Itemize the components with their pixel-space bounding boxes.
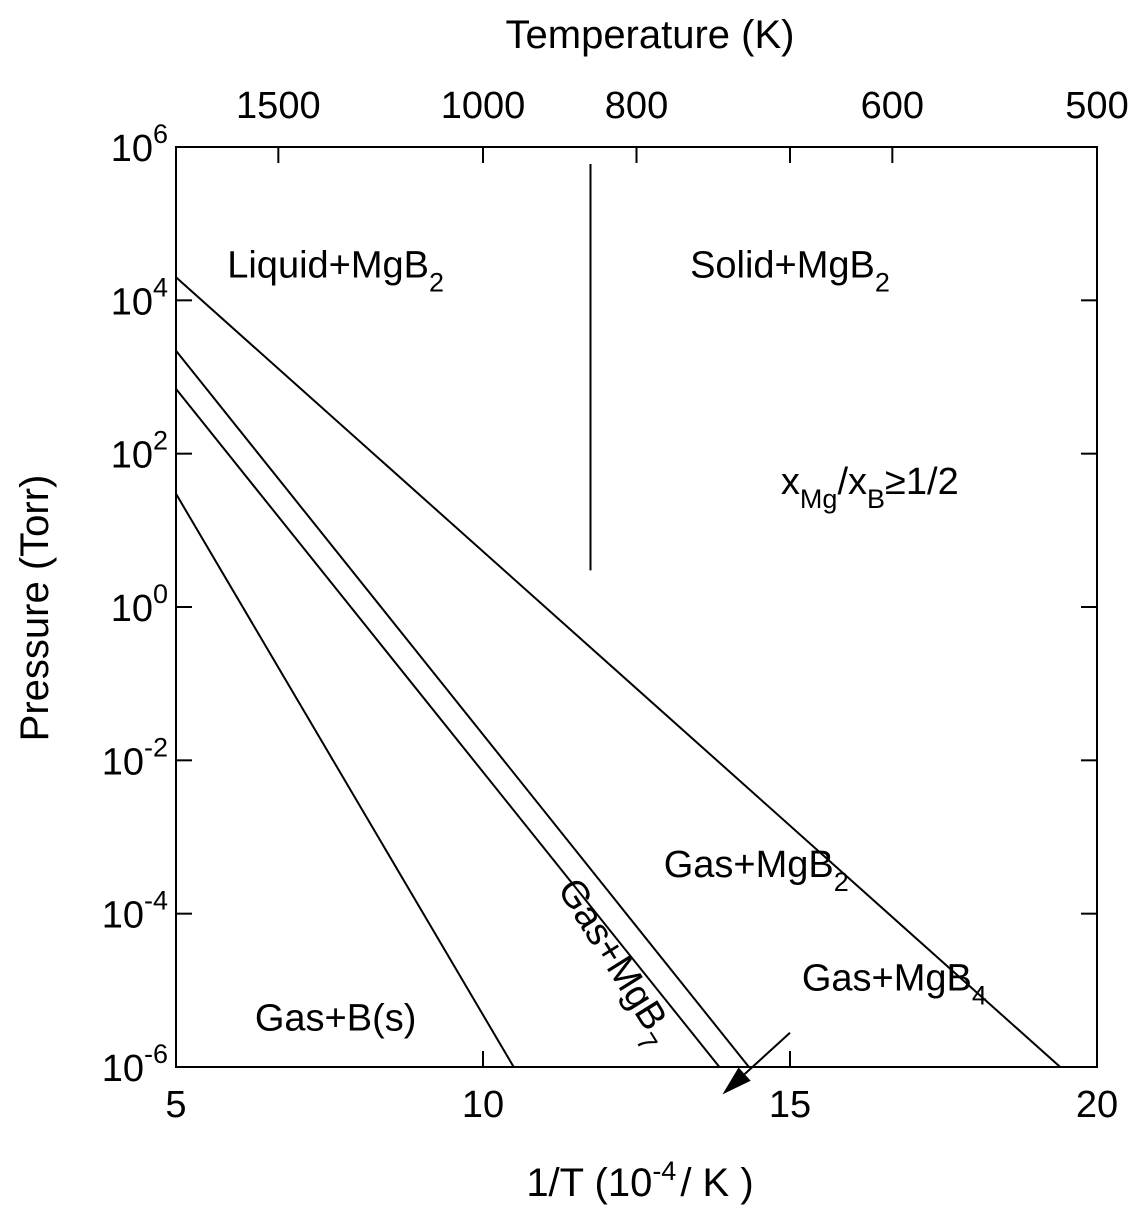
x-axis-title-tail: / K ) — [680, 1161, 753, 1205]
x-tick-label: 20 — [1076, 1084, 1118, 1126]
y-tick-label: 102 — [111, 426, 168, 477]
y-tick-label: 106 — [111, 119, 168, 170]
temperature-tick-label: 500 — [1065, 85, 1128, 127]
y-axis-title: Pressure (Torr) — [13, 475, 57, 742]
region-label: Gas+MgB2 — [664, 844, 849, 897]
x-tick-label: 10 — [462, 1084, 504, 1126]
region-label: Solid+MgB2 — [690, 244, 890, 297]
temperature-tick-label: 800 — [605, 85, 668, 127]
annotation-arrow-head — [722, 1067, 751, 1095]
y-tick-label: 10-4 — [102, 886, 168, 937]
top-axis-title: Temperature (K) — [506, 13, 795, 57]
labels-layer: 5 10 15 20 1500 1000 800 600 500 10-6 10-4 10-2 100 1… — [102, 85, 1129, 1126]
region-label: Liquid+MgB2 — [227, 244, 444, 297]
annotation-layer: Liquid+MgB2 Solid+MgB2xMg/xB≥1/2Gas+MgB2G… — [227, 244, 987, 1095]
x-tick-label: 5 — [165, 1084, 186, 1126]
series-line — [175, 276, 1061, 1068]
series-line — [175, 350, 750, 1068]
x-axis-title: 1/T (10-4/ K ) — [526, 1156, 753, 1205]
temperature-tick-label: 600 — [861, 85, 924, 127]
temperature-tick-label: 1000 — [441, 85, 526, 127]
x-tick-label: 15 — [769, 1084, 811, 1126]
series-layer — [175, 164, 1061, 1068]
region-label: Gas+MgB4 — [802, 957, 987, 1010]
y-tick-label: 10-6 — [102, 1039, 168, 1090]
y-tick-label: 104 — [111, 272, 168, 323]
series-line — [175, 493, 515, 1068]
x-axis-title-exponent: -4 — [652, 1156, 676, 1186]
x-axis-title-main: 1/T (10 — [526, 1161, 652, 1205]
region-label: Gas+B(s) — [255, 997, 417, 1039]
y-tick-label: 100 — [111, 579, 168, 630]
y-tick-label: 10-2 — [102, 732, 168, 783]
temperature-tick-label: 1500 — [236, 85, 321, 127]
series-line — [175, 388, 721, 1068]
annotation-arrow-line — [743, 1031, 791, 1075]
plot-frame — [175, 146, 1098, 1068]
region-label: Gas+MgB7 — [540, 871, 683, 1056]
region-label: xMg/xB≥1/2 — [781, 461, 959, 514]
